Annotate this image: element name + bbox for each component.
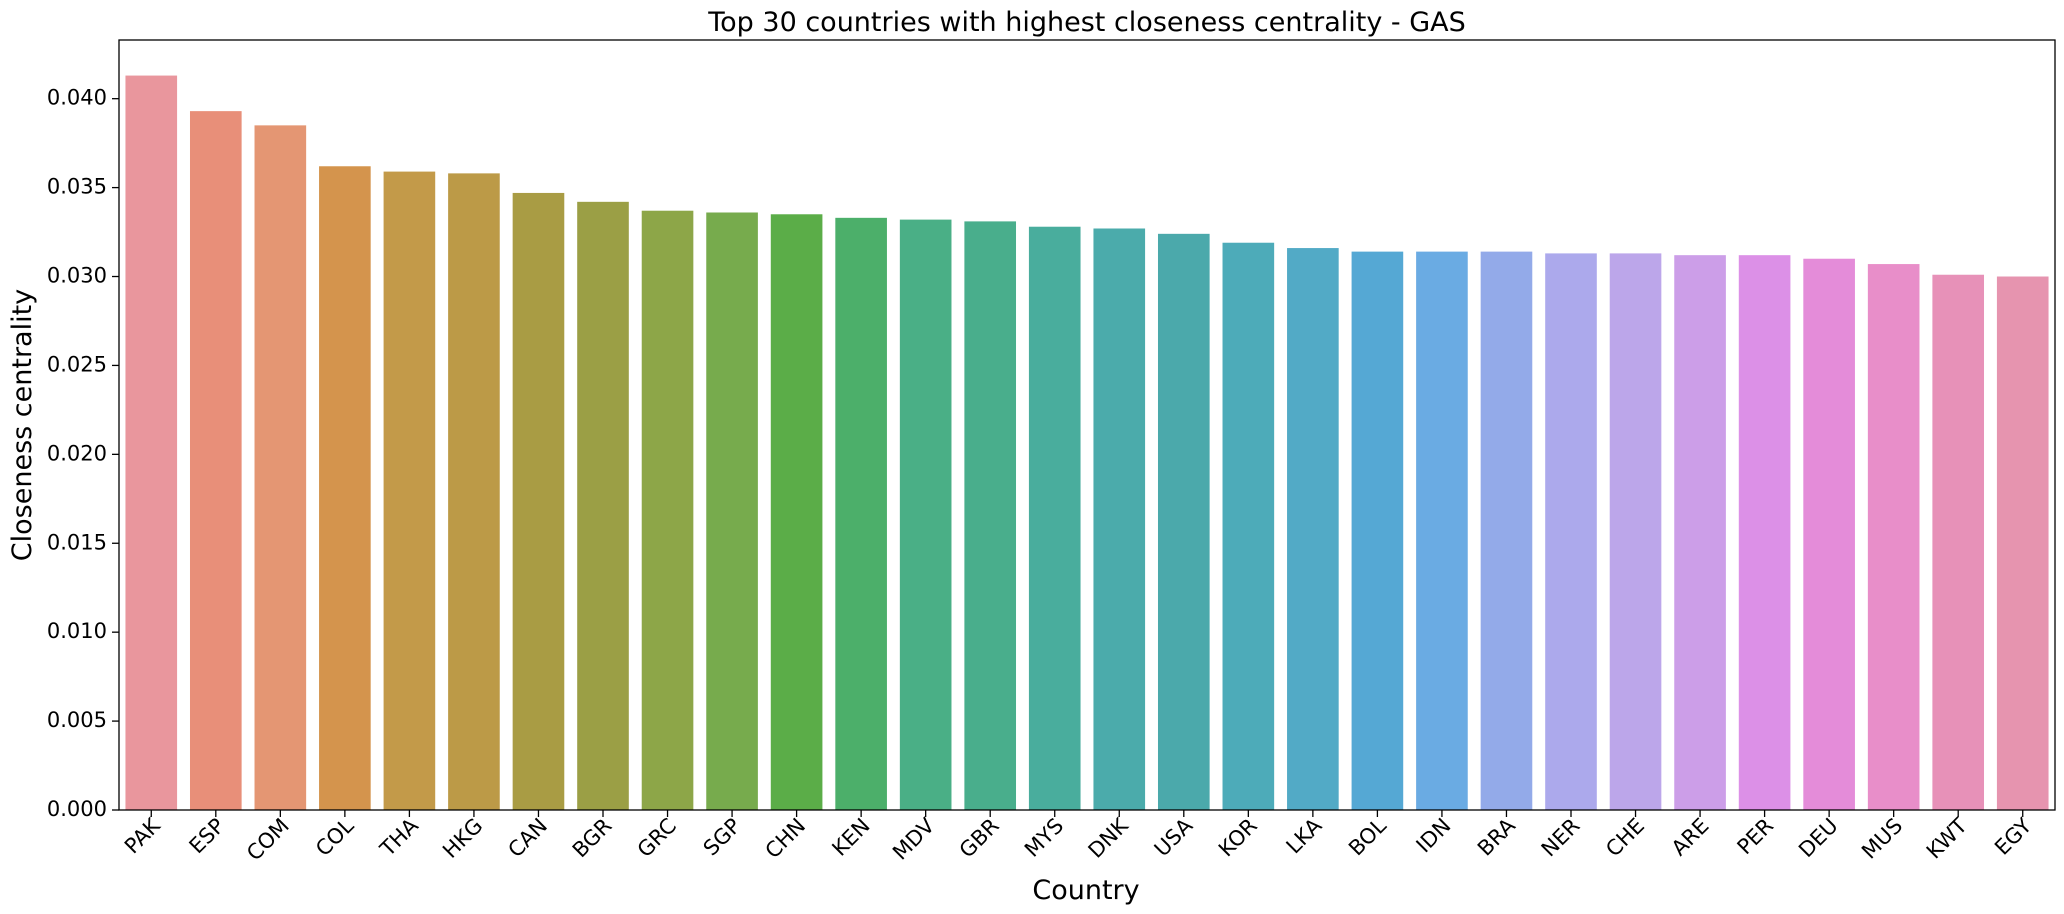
- x-tick-label: HKG: [438, 814, 487, 863]
- x-tick-label: THA: [375, 813, 424, 862]
- y-tick-label: 0.030: [47, 264, 107, 288]
- bar-can: [512, 192, 565, 810]
- x-tick-label: KWT: [1922, 813, 1972, 863]
- x-tick-label: NER: [1537, 814, 1585, 862]
- bar-usa: [1157, 233, 1210, 810]
- bar-mdv: [899, 219, 952, 810]
- x-tick-label: KEN: [827, 814, 874, 861]
- x-tick-label: SGP: [699, 814, 746, 861]
- x-tick-label: MDV: [888, 813, 940, 865]
- bar-mys: [1028, 226, 1081, 810]
- bar-deu: [1803, 258, 1855, 810]
- bar-lka: [1287, 248, 1339, 810]
- x-tick-label: COL: [311, 813, 359, 861]
- x-tick-label: CHE: [1601, 814, 1649, 862]
- bar-tha: [383, 171, 436, 811]
- bar-pak: [125, 75, 178, 811]
- chart-title: Top 30 countries with highest closeness …: [707, 7, 1466, 38]
- y-tick-label: 0.000: [47, 797, 107, 821]
- x-tick-label: MUS: [1857, 814, 1907, 864]
- bar-sgp: [706, 212, 758, 810]
- bar-ner: [1545, 253, 1597, 811]
- x-axis: PAK ESP COM COL THA HKG CAN BGR GRC SGP CHN KEN MDV G…: [120, 810, 2036, 865]
- y-axis: 0.000 0.005 0.010 0.015 0.020 0.025 0.030 0.035…: [47, 86, 119, 821]
- x-tick-label: PAK: [120, 813, 166, 859]
- x-tick-label: COM: [242, 814, 294, 866]
- y-tick-label: 0.040: [47, 86, 107, 110]
- bar-per: [1738, 255, 1791, 810]
- x-tick-label: GRC: [633, 814, 681, 862]
- bar-kwt: [1932, 274, 1985, 811]
- y-tick-label: 0.010: [47, 619, 107, 643]
- bar-idn: [1416, 251, 1468, 810]
- bar-hkg: [448, 173, 500, 810]
- x-tick-label: CAN: [503, 814, 552, 863]
- y-tick-label: 0.025: [47, 352, 107, 376]
- bar-chn: [770, 214, 823, 810]
- x-tick-label: BOL: [1344, 813, 1391, 860]
- x-tick-label: KOR: [1214, 814, 1262, 862]
- bar-che: [1609, 253, 1662, 811]
- bar-com: [254, 125, 307, 810]
- bar-egy: [1996, 276, 2049, 810]
- y-tick-label: 0.035: [47, 175, 107, 199]
- plot-frame: [118, 39, 2056, 811]
- x-tick-label: GBR: [955, 814, 1004, 863]
- y-tick-label: 0.005: [47, 708, 107, 732]
- x-tick-label: DNK: [1084, 813, 1134, 863]
- y-tick-label: 0.020: [47, 441, 107, 465]
- x-tick-label: ARE: [1667, 814, 1714, 861]
- bar-are: [1674, 255, 1726, 810]
- x-tick-label: BRA: [1473, 813, 1520, 860]
- bar-esp: [189, 111, 242, 810]
- bar-bgr: [577, 201, 629, 811]
- y-tick-label: 0.015: [47, 530, 107, 554]
- x-tick-label: MYS: [1020, 814, 1068, 862]
- x-tick-label: DEU: [1794, 814, 1843, 863]
- bar-dnk: [1093, 228, 1146, 810]
- bar-col: [319, 166, 371, 810]
- x-tick-label: USA: [1150, 813, 1198, 861]
- bar-gbr: [964, 221, 1017, 810]
- x-tick-label: EGY: [1990, 813, 2036, 859]
- bar-bol: [1351, 251, 1404, 810]
- x-axis-label: Country: [1032, 875, 1139, 906]
- bar-bra: [1480, 251, 1533, 810]
- bar-kor: [1222, 242, 1275, 811]
- bar-grc: [641, 210, 694, 810]
- y-axis-label: Closeness centrality: [7, 289, 38, 561]
- x-tick-label: LKA: [1282, 813, 1327, 858]
- bar-mus: [1867, 264, 1920, 810]
- plot-area: [125, 75, 2049, 811]
- x-tick-label: IDN: [1412, 814, 1456, 858]
- bar-ken: [835, 217, 887, 810]
- x-tick-label: PER: [1733, 814, 1779, 860]
- x-tick-label: ESP: [185, 814, 230, 859]
- x-tick-label: CHN: [761, 814, 811, 864]
- x-tick-label: BGR: [568, 814, 617, 863]
